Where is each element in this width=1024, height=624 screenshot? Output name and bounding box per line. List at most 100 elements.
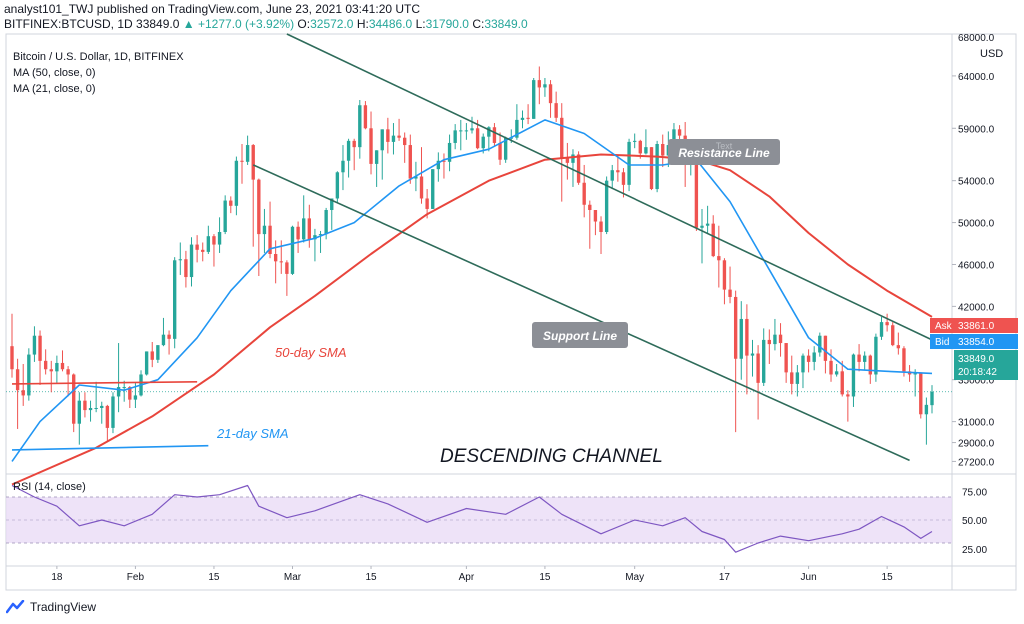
candle-body [447,142,452,162]
ask-tag: Ask 33861.0 [930,318,1018,333]
candle [633,133,637,149]
candle [173,257,177,349]
candle-body [285,262,289,274]
resistance-line-label[interactable]: Text Resistance Line [668,139,780,165]
low-label: L: [415,17,426,31]
candle-body [722,260,727,290]
support-line-label[interactable]: Support Line [532,322,628,348]
candle-body [475,128,480,149]
candle [139,370,143,397]
candle-body [756,353,760,383]
open-value: 32572.0 [310,17,354,31]
candle-body [554,103,558,118]
candle [206,225,211,254]
candle-body [543,84,547,88]
candle-body [262,225,267,235]
tradingview-brand[interactable]: TradingView [6,598,96,616]
bid-tag-box [930,334,1018,349]
candle-body [386,129,390,142]
candle [296,221,300,253]
candle [408,134,412,184]
rsi-tick-label: 25.00 [962,545,987,556]
candle [212,234,216,267]
candle-body [184,259,188,278]
candle-body [739,318,743,359]
candle-body [750,353,755,356]
candle [851,353,856,407]
candle [823,335,828,374]
candle [223,195,227,235]
ma50-line [11,153,933,486]
candle [560,103,564,202]
candle-body [801,355,805,373]
brand-text: TradingView [30,600,97,614]
ma21-line [11,119,933,462]
candle-body [201,249,205,252]
candle [554,91,558,122]
candle-body [610,170,614,181]
candle-body [245,145,250,162]
candle-body [812,352,816,362]
candle [55,355,59,383]
candle [369,111,373,175]
moving-averages [11,119,933,486]
candle-body [773,334,777,345]
candle-body [459,130,463,132]
bid-tag-value: 33854.0 [958,337,995,348]
candle-body [661,144,665,156]
candle-body [616,170,620,173]
open-label: O: [297,17,311,31]
candle-body [823,335,828,361]
candle-body [10,346,14,370]
candle-body [144,351,149,375]
candle [128,386,132,408]
candle [391,123,396,155]
candle [419,147,424,204]
candle-body [795,372,800,384]
candle [834,364,839,377]
candle-body [60,362,65,370]
candle-body [15,369,20,391]
trend-lines[interactable] [11,33,933,462]
candle-body [307,218,311,240]
candle-body [700,225,704,228]
candle [318,230,323,253]
candle-body [745,318,749,356]
candle [773,318,777,351]
candle [879,316,884,340]
candle-body [464,130,469,132]
candle [21,364,25,406]
candle-body [442,160,446,162]
candle [644,129,648,155]
candle-body [55,362,59,372]
candle [728,266,732,304]
ask-tag-box [930,318,1018,333]
candle-body [335,172,340,199]
candle [818,332,822,357]
candle [891,322,895,347]
resistance-label-box [668,139,780,165]
channel-annotation: DESCENDING CHANNEL [440,446,663,467]
rsi-axis-ticks: 75.00 50.00 25.00 [962,487,987,556]
candle [431,169,435,209]
candle-body [374,150,379,164]
candles[interactable] [10,66,934,445]
candle-body [834,371,839,375]
candle [144,351,149,376]
candle [649,147,654,191]
candle [863,351,867,371]
candle [700,208,704,264]
time-tick-label: Feb [127,572,145,583]
candle-body [913,373,917,375]
candle [167,330,171,355]
candle [447,134,452,172]
candle-body [818,335,822,353]
candle-body [150,351,154,360]
candle [655,140,659,193]
candle-body [487,127,491,137]
candle-body [548,84,553,104]
last-price-tag-box [954,350,1018,380]
candle-body [453,130,457,143]
candle-body [369,128,373,164]
